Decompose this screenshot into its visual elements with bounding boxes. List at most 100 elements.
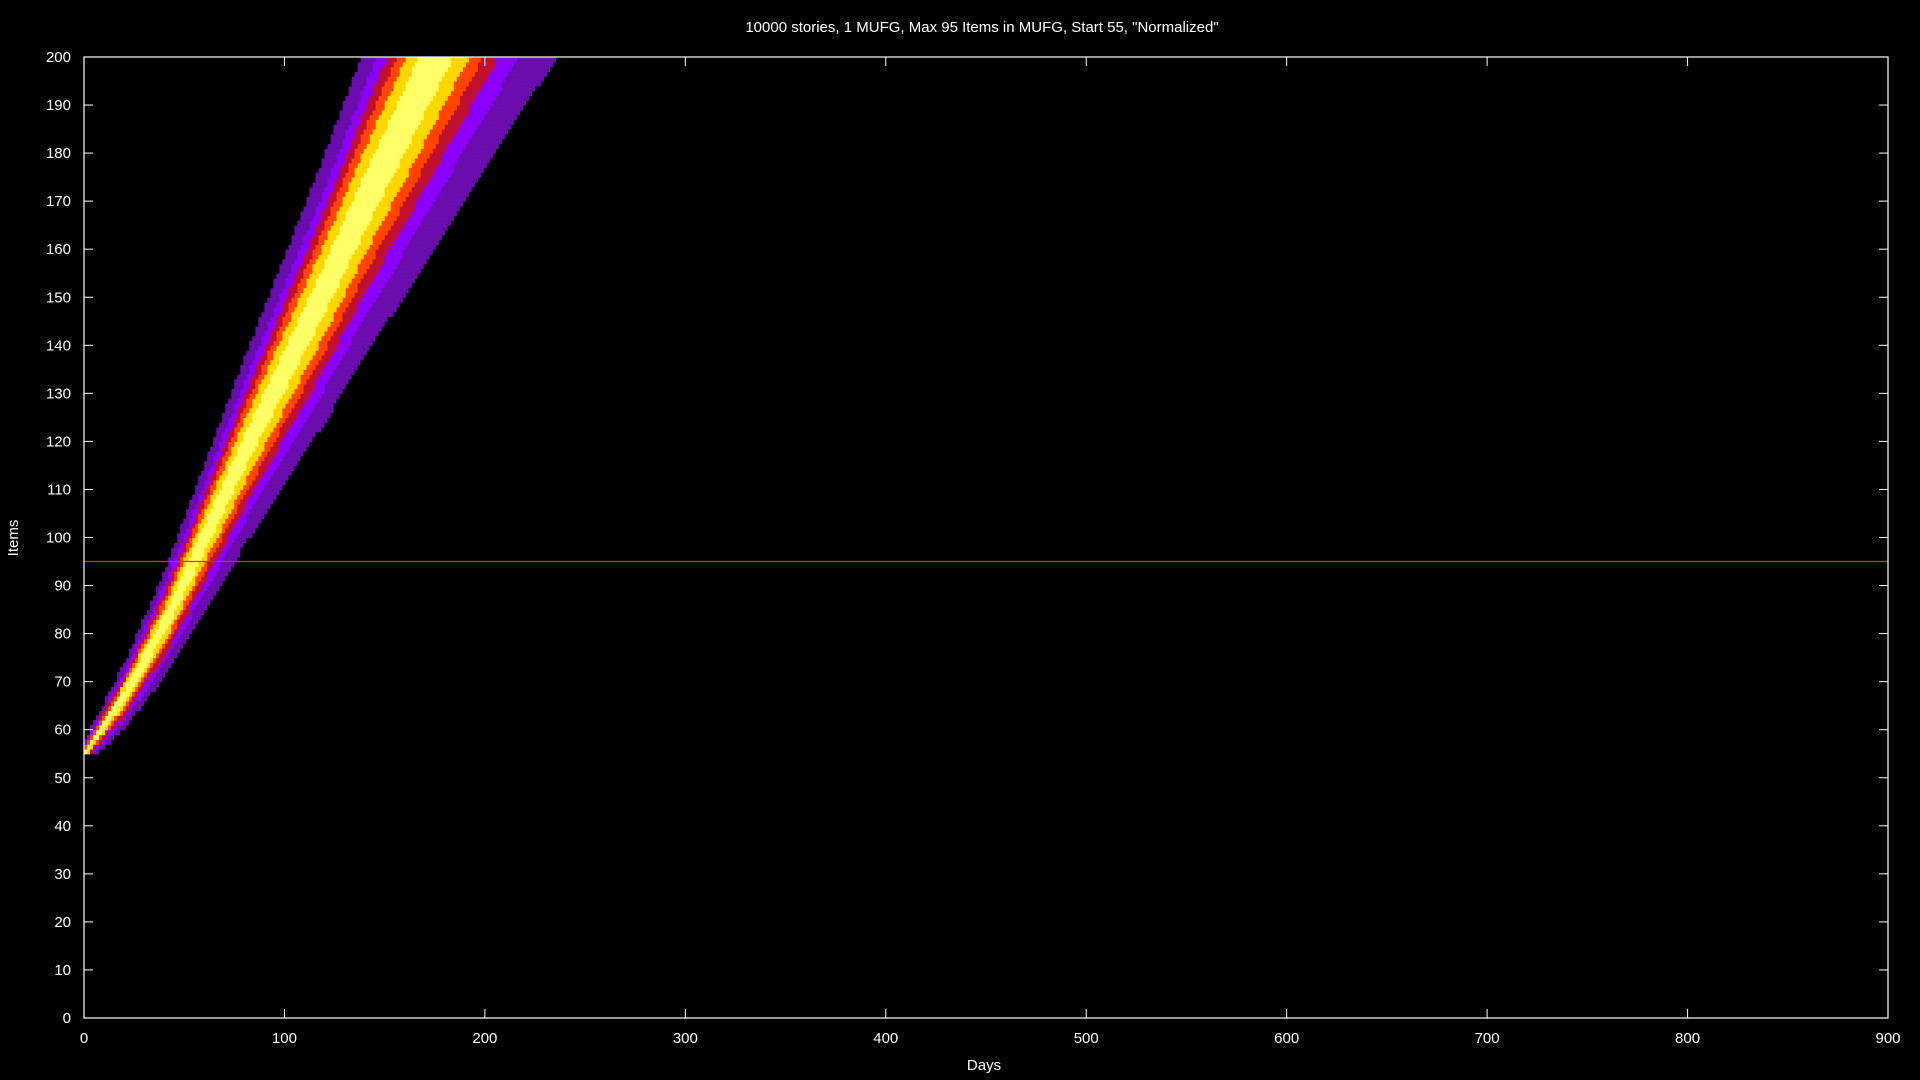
density-cell <box>351 105 356 111</box>
density-cell <box>264 489 269 495</box>
density-cell <box>321 268 326 274</box>
density-cell <box>162 585 166 591</box>
density-cell <box>420 105 425 111</box>
density-cell <box>342 278 347 284</box>
density-cell <box>426 90 431 97</box>
density-cell <box>378 191 383 197</box>
density-cell <box>441 129 446 135</box>
density-cell <box>249 523 253 529</box>
density-cell <box>438 196 443 202</box>
density-cell <box>243 484 247 491</box>
density-cell <box>144 609 148 615</box>
density-cell <box>246 479 250 486</box>
density-cell <box>384 138 389 145</box>
density-cell <box>303 330 308 337</box>
density-cell <box>333 244 338 250</box>
density-cell <box>195 575 199 582</box>
density-cell <box>333 162 338 169</box>
density-cell <box>375 273 380 279</box>
density-cell <box>411 148 416 154</box>
density-cell <box>372 148 377 154</box>
density-cell <box>330 215 335 221</box>
density-cell <box>378 225 383 231</box>
density-cell <box>297 225 302 231</box>
density-cell <box>255 378 259 385</box>
density-cell <box>330 205 335 212</box>
density-cell <box>384 225 389 231</box>
density-cell <box>375 335 380 342</box>
density-cell <box>234 489 238 495</box>
density-cell <box>420 85 425 92</box>
density-cell <box>177 628 181 635</box>
density-cell <box>366 335 371 342</box>
density-cell <box>405 181 410 188</box>
density-cell <box>429 263 434 270</box>
density-cell <box>414 234 419 241</box>
density-cell <box>165 672 169 678</box>
density-cell <box>369 105 374 111</box>
density-cell <box>363 85 368 92</box>
density-cell <box>126 662 130 668</box>
density-cell <box>186 619 190 625</box>
density-cell <box>402 61 407 68</box>
density-cell <box>207 599 211 606</box>
density-cell <box>246 359 250 366</box>
density-cell <box>333 186 338 193</box>
density-cell <box>321 157 326 164</box>
density-cell <box>225 566 229 572</box>
density-cell <box>369 129 374 135</box>
density-cell <box>381 330 386 337</box>
density-cell <box>381 244 386 250</box>
density-cell <box>387 229 392 236</box>
density-cell <box>186 623 190 630</box>
density-cell <box>330 268 335 274</box>
density-cell <box>249 441 253 447</box>
density-cell <box>207 547 211 553</box>
density-cell <box>297 446 302 452</box>
density-cell <box>153 619 157 625</box>
density-cell <box>429 71 434 77</box>
density-cell <box>429 258 434 265</box>
density-cell <box>228 494 232 500</box>
density-cell <box>342 263 347 270</box>
density-cell <box>393 316 398 322</box>
density-cell <box>390 124 395 130</box>
density-cell <box>201 508 205 515</box>
density-cell <box>228 402 232 409</box>
density-cell <box>363 138 368 145</box>
density-cell <box>237 388 241 394</box>
density-cell <box>240 417 244 423</box>
density-cell <box>369 249 374 255</box>
density-cell <box>309 249 314 255</box>
density-cell <box>159 628 163 635</box>
density-cell <box>360 71 365 77</box>
density-cell <box>297 451 302 457</box>
density-cell <box>381 287 386 294</box>
density-cell <box>369 186 374 193</box>
density-cell <box>411 196 416 202</box>
density-cell <box>150 676 154 683</box>
density-cell <box>195 547 199 553</box>
density-cell <box>390 306 395 313</box>
density-cell <box>252 330 256 337</box>
density-cell <box>414 109 419 116</box>
density-cell <box>285 484 290 491</box>
density-cell <box>360 205 365 212</box>
density-cell <box>291 326 296 332</box>
density-cell <box>351 143 356 149</box>
density-cell <box>333 321 338 327</box>
density-cell <box>216 484 220 491</box>
density-cell <box>369 263 374 270</box>
density-cell <box>339 321 344 327</box>
density-cell <box>246 383 250 390</box>
density-cell <box>327 378 332 385</box>
density-cell <box>243 441 247 447</box>
density-cell <box>330 282 335 289</box>
density-cell <box>177 623 181 630</box>
density-cell <box>165 580 169 587</box>
density-cell <box>264 417 269 423</box>
density-cell <box>402 234 407 241</box>
density-cell <box>306 244 311 250</box>
density-cell <box>366 177 371 183</box>
